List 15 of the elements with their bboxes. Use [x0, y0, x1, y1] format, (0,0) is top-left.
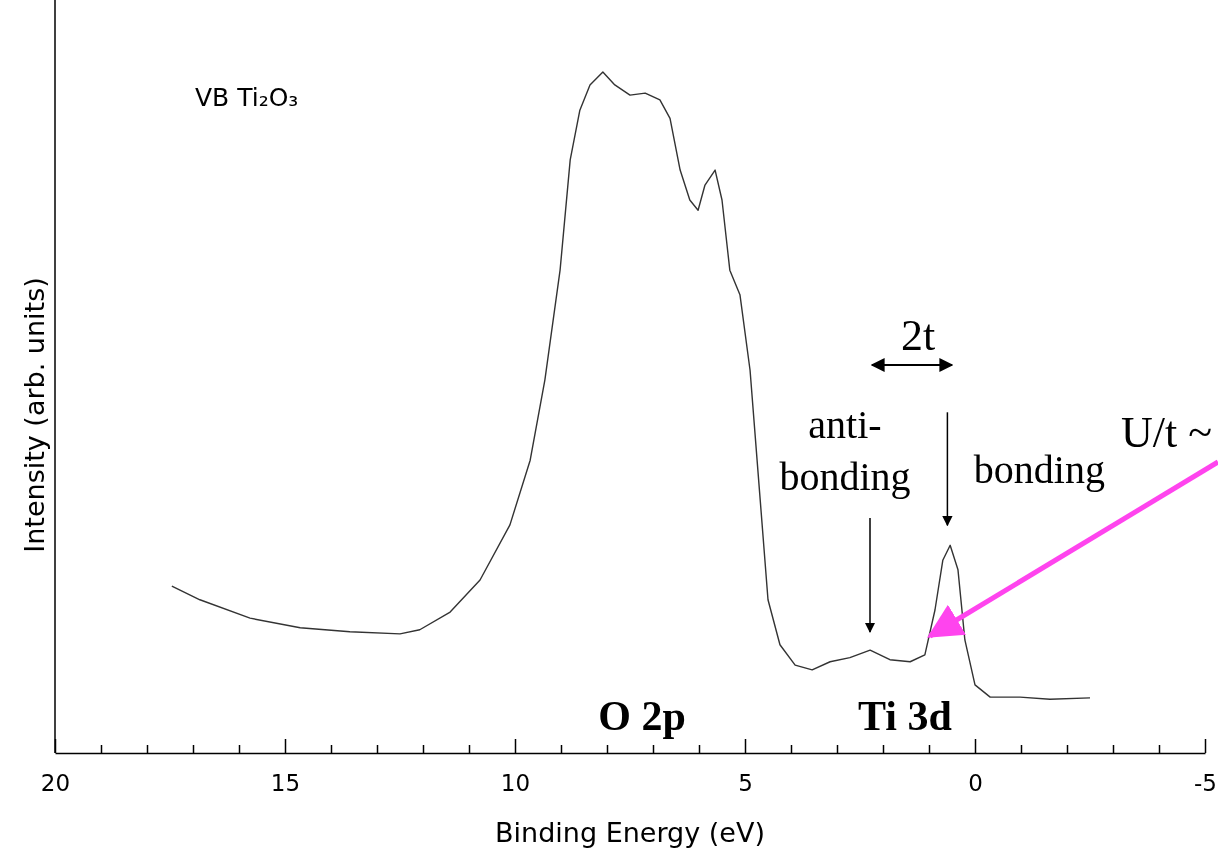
y-axis-title: Intensity (arb. units)	[19, 277, 50, 553]
x-tick-label: 20	[40, 770, 71, 796]
x-tick-label: 0	[968, 770, 983, 796]
x-tick-label: -5	[1194, 770, 1217, 796]
annotation: bonding	[973, 447, 1105, 493]
annotation: U/t ~	[1120, 408, 1212, 457]
x-axis-title: Binding Energy (eV)	[495, 817, 765, 848]
x-tick-label: 5	[738, 770, 753, 796]
annotation: O 2p	[598, 693, 686, 739]
annotation: 2t	[900, 311, 936, 360]
x-tick-label: 10	[500, 770, 531, 796]
x-tick-label: 15	[270, 770, 301, 796]
annotation: VB Ti₂O₃	[195, 83, 299, 112]
annotation: anti- bonding	[779, 402, 911, 499]
annotation: Ti 3d	[858, 693, 952, 739]
